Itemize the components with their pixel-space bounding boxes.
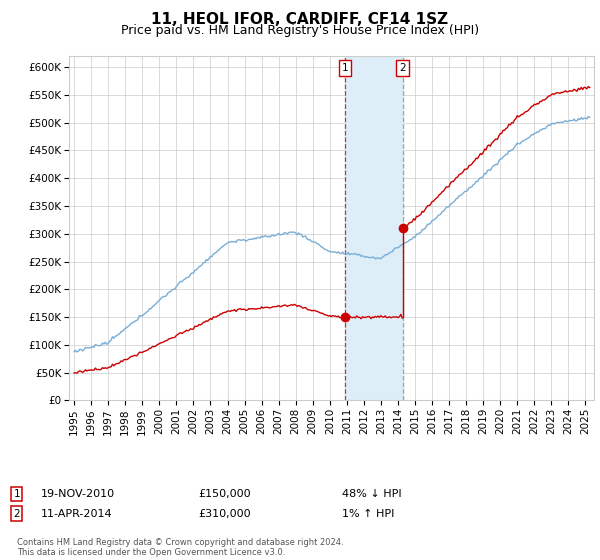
Text: 19-NOV-2010: 19-NOV-2010 [41, 489, 115, 499]
Text: 11, HEOL IFOR, CARDIFF, CF14 1SZ: 11, HEOL IFOR, CARDIFF, CF14 1SZ [151, 12, 449, 27]
Text: 1: 1 [341, 63, 348, 73]
Text: Contains HM Land Registry data © Crown copyright and database right 2024.
This d: Contains HM Land Registry data © Crown c… [17, 538, 343, 557]
Text: 1% ↑ HPI: 1% ↑ HPI [342, 508, 394, 519]
Text: 2: 2 [399, 63, 406, 73]
Bar [345, 56, 403, 400]
Text: 48% ↓ HPI: 48% ↓ HPI [342, 489, 401, 499]
Text: 2: 2 [13, 508, 20, 519]
Text: £150,000: £150,000 [198, 489, 251, 499]
Text: 11-APR-2014: 11-APR-2014 [41, 508, 112, 519]
Text: Price paid vs. HM Land Registry's House Price Index (HPI): Price paid vs. HM Land Registry's House … [121, 24, 479, 36]
Text: 1: 1 [13, 489, 20, 499]
Text: £310,000: £310,000 [198, 508, 251, 519]
